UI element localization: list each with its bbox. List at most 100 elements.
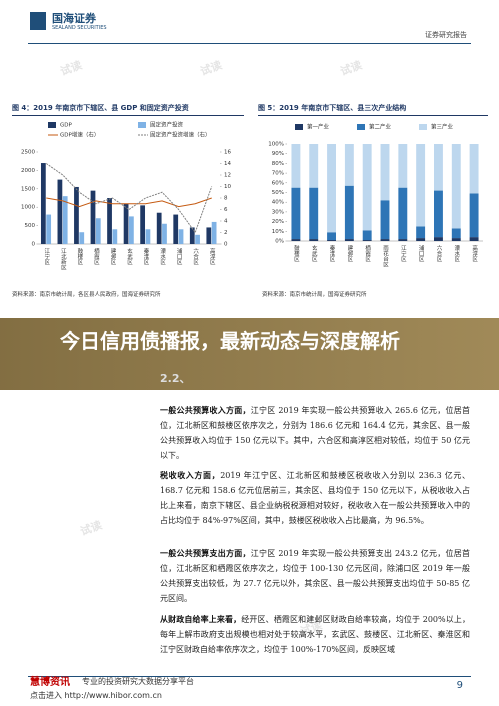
bar [211,221,217,244]
bar-segment [291,144,301,188]
bar [57,179,63,244]
y2-tick-label: 12 [224,173,231,179]
paragraph: 一般公共预算支出方面，江宁区 2019 年实现一般公共预算支出 243.2 亿元… [160,546,470,606]
x-tick-label: 江宁区 [400,245,407,262]
x-tick-label: 栖霞区 [93,247,100,265]
bar-segment [309,144,319,188]
report-type: 证券研究报告 [425,31,467,39]
y-tick-label: 10% [272,229,284,235]
x-tick-label: 栖霞区 [364,244,371,262]
bar-segment [344,185,354,240]
bar-segment [434,190,443,238]
y-tick-label: 80% [272,161,284,167]
y-tick-label: 1500 [21,186,35,192]
y-tick-label: 100% [268,142,284,148]
paragraph-lead: 一般公共预算收入方面， [160,405,251,415]
bar-segment [469,193,479,238]
line-series [45,163,213,234]
bar-segment [291,239,301,241]
legend-label: GDP [60,123,72,129]
bar-segment [362,144,372,231]
bar-segment [309,239,319,241]
footer-link[interactable]: 点击进入 http://www.hibor.com.cn [30,691,162,700]
logo-en: SEALAND SECURITIES [52,25,107,31]
x-tick-label: 浦口区 [176,247,183,265]
legend-label: 第三产业 [431,123,454,131]
bar-segment [344,144,354,186]
bar [206,227,212,244]
bar [74,186,79,244]
paragraph: 一般公共预算收入方面，江宁区 2019 年实现一般公共预算收入 265.6 亿元… [160,403,470,463]
legend-swatch [357,124,365,130]
figure-caption: 图 4：2019 年南京市下辖区、县 GDP 和固定资产投资 [12,103,244,116]
bar-segment [416,144,426,227]
bar [145,229,151,244]
paragraph: 从财政自给率上来看，经开区、栖霞区和建邺区财政自给率较高，均位于 200%以上，… [160,612,470,657]
bar [178,229,184,244]
bar-segment [362,240,372,241]
bar-segment [291,187,301,240]
x-tick-label: 浦口区 [418,244,425,262]
bar-segment [398,239,408,241]
paragraph-text: 江宁区 2019 年实现一般公共预算支出 243.2 亿元，位居首位，江北新区和… [160,549,471,603]
bar [107,198,112,244]
y-tick-label: 50% [272,190,284,196]
header-rule [28,43,471,44]
legend-swatch [138,122,146,128]
legend-swatch [295,124,303,130]
paragraph-text: 2019 年江宁区、江北新区和鼓楼区税收收入分别以 236.3 亿元、168.7… [160,471,471,525]
bar [46,214,52,244]
bar [129,216,134,244]
bar-segment [434,144,443,191]
x-tick-label: 鼓楼区 [293,244,300,262]
x-tick-label: 高淳区 [209,247,216,265]
bar-segment [327,232,336,241]
y2-tick-label: 2 [224,230,228,236]
bar-segment [416,226,426,239]
x-tick-label: 六合区 [435,244,442,262]
bar [156,212,162,244]
bar [62,196,68,244]
y2-tick-label: 8 [224,196,228,202]
bar [112,229,118,244]
bar-segment [434,237,443,241]
figure-chart: 0 500 1000 1500 2000 2500 0 2 4 6 8 10 12 14 16 江宁区 江北新区… [21,121,231,271]
x-tick-label: 秦淮区 [143,247,150,265]
bar [162,223,167,244]
watermark: 试读 [338,58,364,79]
bar-segment [398,187,408,240]
bar-segment [327,240,336,241]
y-tick-label: 40% [272,200,284,206]
bar [195,234,200,244]
paragraph-text: 江宁区 2019 年实现一般公共预算收入 265.6 亿元，位居首位，江北新区和… [160,406,471,460]
section-heading: 2.2、 [160,372,191,385]
y-tick-label: 0% [275,239,284,245]
paragraph-text: 经开区、栖霞区和建邺区财政自给率较高，均位于 200%以上，每年上解市政府支出规… [160,615,470,654]
figure-caption: 图 5：2019 年南京市下辖区、县三次产业结构 [258,103,488,116]
watermark: 试读 [78,518,104,539]
bar-segment [416,238,426,241]
y2-tick-label: 6 [224,207,228,213]
y-tick-label: 70% [272,171,284,177]
bar-segment [380,144,390,201]
banner [0,318,499,390]
bar [140,205,146,244]
y-tick-label: 500 [25,223,36,229]
figure-source: 资料来源：南京市统计局，国海证券研究所 [262,292,367,298]
bar [173,214,179,244]
legend-label: GDP增速（右） [60,131,99,139]
paragraph-lead: 从财政自给率上来看， [160,614,242,624]
legend-label: 第二产业 [369,123,392,131]
bar [79,232,85,244]
x-tick-label: 溧水区 [159,247,166,265]
x-tick-label: 玄武区 [126,247,133,265]
bar-segment [309,187,319,240]
x-tick-label: 江北新区 [60,248,67,271]
y2-tick-label: 14 [224,161,231,167]
bar [40,163,46,244]
legend-label: 固定资产投资增速（右） [150,131,211,139]
x-tick-label: 秦淮区 [329,244,336,262]
y-tick-label: 60% [272,180,284,186]
y2-tick-label: 16 [224,150,231,156]
